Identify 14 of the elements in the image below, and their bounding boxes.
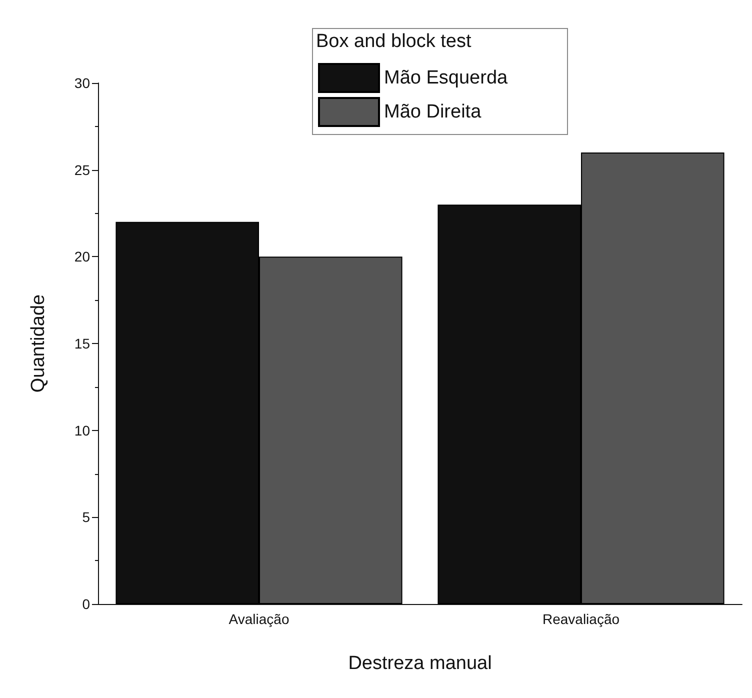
legend-title: Box and block test — [316, 31, 472, 52]
x-axis-title: Destreza manual — [348, 653, 492, 674]
legend-label: Mão Esquerda — [384, 68, 508, 88]
y-tick-label: 10 — [74, 422, 90, 438]
legend-label: Mão Direita — [384, 102, 482, 122]
y-tick-label: 0 — [82, 596, 90, 612]
y-tick-label: 25 — [74, 162, 90, 178]
y-axis-title: Quantidade — [28, 294, 49, 393]
y-tick-label: 15 — [74, 336, 90, 352]
x-tick-label: Reavaliação — [542, 611, 620, 627]
x-tick-label: Avaliação — [228, 611, 290, 627]
y-tick-label: 30 — [74, 75, 90, 91]
y-tick-label: 5 — [82, 509, 90, 526]
y-tick-label: 20 — [74, 248, 90, 265]
